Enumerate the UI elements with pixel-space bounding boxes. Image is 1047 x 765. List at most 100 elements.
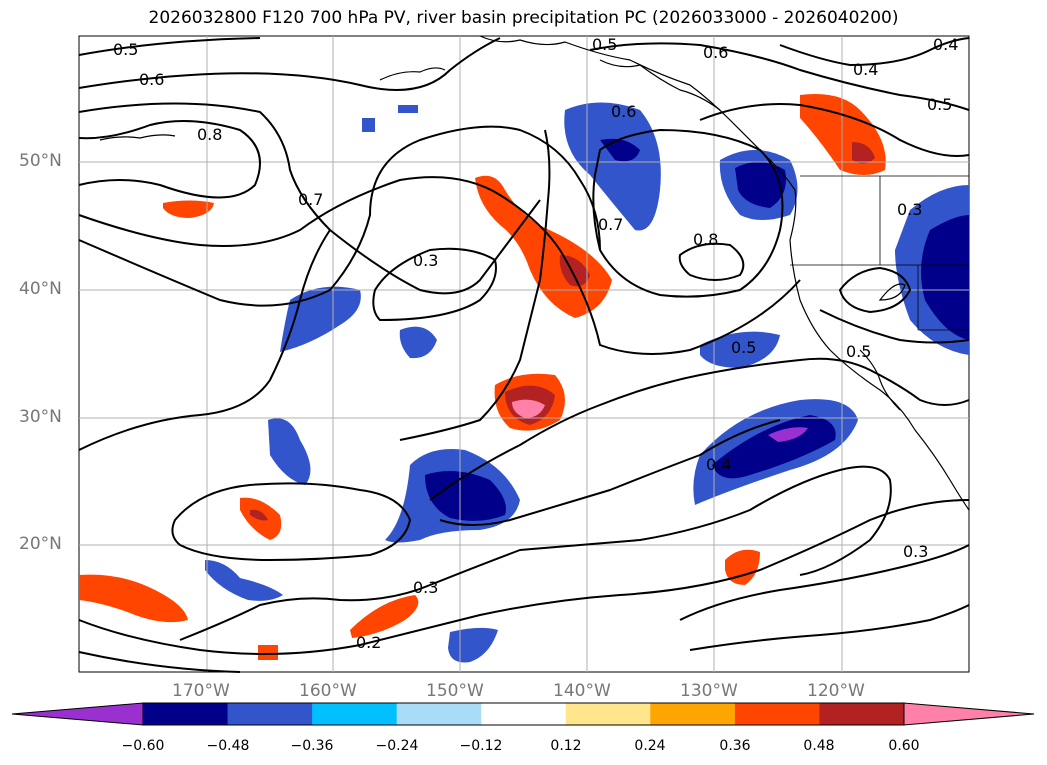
contour-label: 0.3 bbox=[413, 578, 438, 597]
contour-label: 0.7 bbox=[598, 215, 623, 234]
lon-label-140W: 140°W bbox=[553, 681, 611, 701]
pv-contour bbox=[429, 357, 970, 501]
map-title: 2026032800 F120 700 hPa PV, river basin … bbox=[148, 8, 899, 28]
contour-label: 0.4 bbox=[853, 60, 878, 79]
lon-label-170W: 170°W bbox=[172, 681, 230, 701]
contour-label: 0.6 bbox=[611, 102, 636, 121]
lon-label-150W: 150°W bbox=[426, 681, 484, 701]
precip-blob-neg bbox=[399, 326, 437, 359]
precip-blob-neg-core bbox=[921, 215, 969, 340]
precip-blob-neg-core bbox=[425, 471, 506, 521]
contour-label: 0.5 bbox=[846, 342, 871, 361]
lat-label-20N: 20°N bbox=[19, 534, 62, 554]
precip-blob-neg bbox=[268, 418, 311, 485]
pv-contours bbox=[78, 37, 970, 673]
colorbar-tick-label: −0.48 bbox=[206, 738, 250, 754]
precip-blob-neg-max bbox=[768, 427, 808, 442]
lon-label-160W: 160°W bbox=[299, 681, 357, 701]
pv-contour bbox=[838, 266, 912, 314]
contour-label: 0.4 bbox=[706, 455, 731, 474]
colorbar-segment bbox=[396, 703, 482, 725]
precip-blob-neg bbox=[205, 560, 283, 601]
contour-label: 0.3 bbox=[903, 542, 928, 561]
colorbar-segment bbox=[734, 703, 820, 725]
pv-contour bbox=[78, 37, 261, 56]
contour-label: 0.7 bbox=[298, 190, 323, 209]
pv-contour bbox=[699, 103, 970, 157]
colorbar-segment bbox=[650, 703, 736, 725]
colorbar bbox=[11, 702, 1035, 726]
colorbar-tick-label: −0.12 bbox=[459, 738, 503, 754]
precip-blob-neg-core bbox=[735, 161, 786, 208]
pv-contour bbox=[689, 604, 970, 651]
pv-contour bbox=[592, 128, 784, 298]
gridlines bbox=[79, 36, 969, 672]
precip-blob-pos bbox=[79, 574, 188, 623]
colorbar-tick-label: −0.24 bbox=[375, 738, 419, 754]
colorbar-tick-label: −0.36 bbox=[290, 738, 334, 754]
precip-blob-neg bbox=[700, 331, 780, 368]
contour-label: 0.5 bbox=[731, 338, 756, 357]
lat-label-30N: 30°N bbox=[19, 407, 62, 427]
pv-contour bbox=[779, 37, 970, 67]
lon-label-130W: 130°W bbox=[680, 681, 738, 701]
state-borders bbox=[790, 175, 969, 331]
colorbar-tick-label: −0.60 bbox=[121, 738, 165, 754]
pv-contour bbox=[78, 125, 601, 307]
lat-label-40N: 40°N bbox=[19, 279, 62, 299]
colorbar-segment bbox=[565, 703, 651, 725]
lon-label-120W: 120°W bbox=[807, 681, 865, 701]
pv-contour bbox=[78, 651, 241, 673]
pv-contour bbox=[399, 129, 551, 441]
pv-contour bbox=[819, 309, 970, 344]
coastlines bbox=[99, 35, 970, 511]
precip-blob-pos-core bbox=[852, 142, 875, 164]
precip-blob-pos bbox=[163, 200, 214, 218]
contour-label: 0.5 bbox=[113, 40, 138, 59]
pv-contour bbox=[679, 544, 970, 621]
contour-label: 0.5 bbox=[592, 35, 617, 54]
contour-labels: 0.5 0.6 0.8 0.7 0.3 0.5 0.6 0.4 0.6 0.7 … bbox=[113, 35, 958, 652]
pv-contour bbox=[678, 242, 745, 281]
colorbar-segment bbox=[143, 703, 229, 725]
pv-contour bbox=[78, 120, 261, 199]
precip-blob-pos bbox=[725, 549, 760, 585]
colorbar-tick-label: 0.24 bbox=[634, 738, 666, 754]
pv-contour bbox=[78, 176, 801, 355]
colorbar-segment bbox=[312, 703, 398, 725]
pv-contour bbox=[439, 419, 781, 526]
precip-blob-pos-max bbox=[512, 399, 545, 418]
contour-label: 0.6 bbox=[139, 70, 164, 89]
pv-contour bbox=[78, 229, 331, 451]
colorbar-tick-label: 0.60 bbox=[888, 738, 920, 754]
pv-contour bbox=[78, 37, 501, 91]
contour-label: 0.8 bbox=[197, 125, 222, 144]
pv-contour bbox=[179, 465, 892, 641]
contour-label: 0.4 bbox=[933, 35, 958, 54]
pv-contour bbox=[78, 102, 541, 295]
contour-label: 0.2 bbox=[356, 633, 381, 652]
pv-contour bbox=[589, 42, 970, 111]
precip-blob-pos bbox=[350, 595, 419, 638]
precip-blob-neg bbox=[362, 118, 375, 132]
colorbar-extend-low bbox=[11, 702, 144, 726]
pv-contour bbox=[171, 482, 412, 562]
precip-blob-neg bbox=[398, 105, 418, 113]
contour-label: 0.3 bbox=[897, 200, 922, 219]
contour-label: 0.5 bbox=[927, 95, 952, 114]
colorbar-segment bbox=[481, 703, 567, 725]
precip-blob-pos bbox=[258, 645, 278, 660]
colorbar-extend-high bbox=[903, 702, 1035, 726]
lat-label-50N: 50°N bbox=[19, 151, 62, 171]
precip-blob-pos-core bbox=[250, 509, 268, 521]
contour-label: 0.3 bbox=[413, 251, 438, 270]
precip-negative-regions bbox=[205, 102, 969, 663]
colorbar-tick-label: 0.48 bbox=[803, 738, 835, 754]
pv-contour bbox=[372, 247, 497, 322]
pv-contour bbox=[78, 499, 970, 655]
colorbar-segment bbox=[819, 703, 905, 725]
contour-label: 0.8 bbox=[693, 230, 718, 249]
colorbar-segment bbox=[227, 703, 313, 725]
colorbar-tick-label: 0.36 bbox=[719, 738, 751, 754]
